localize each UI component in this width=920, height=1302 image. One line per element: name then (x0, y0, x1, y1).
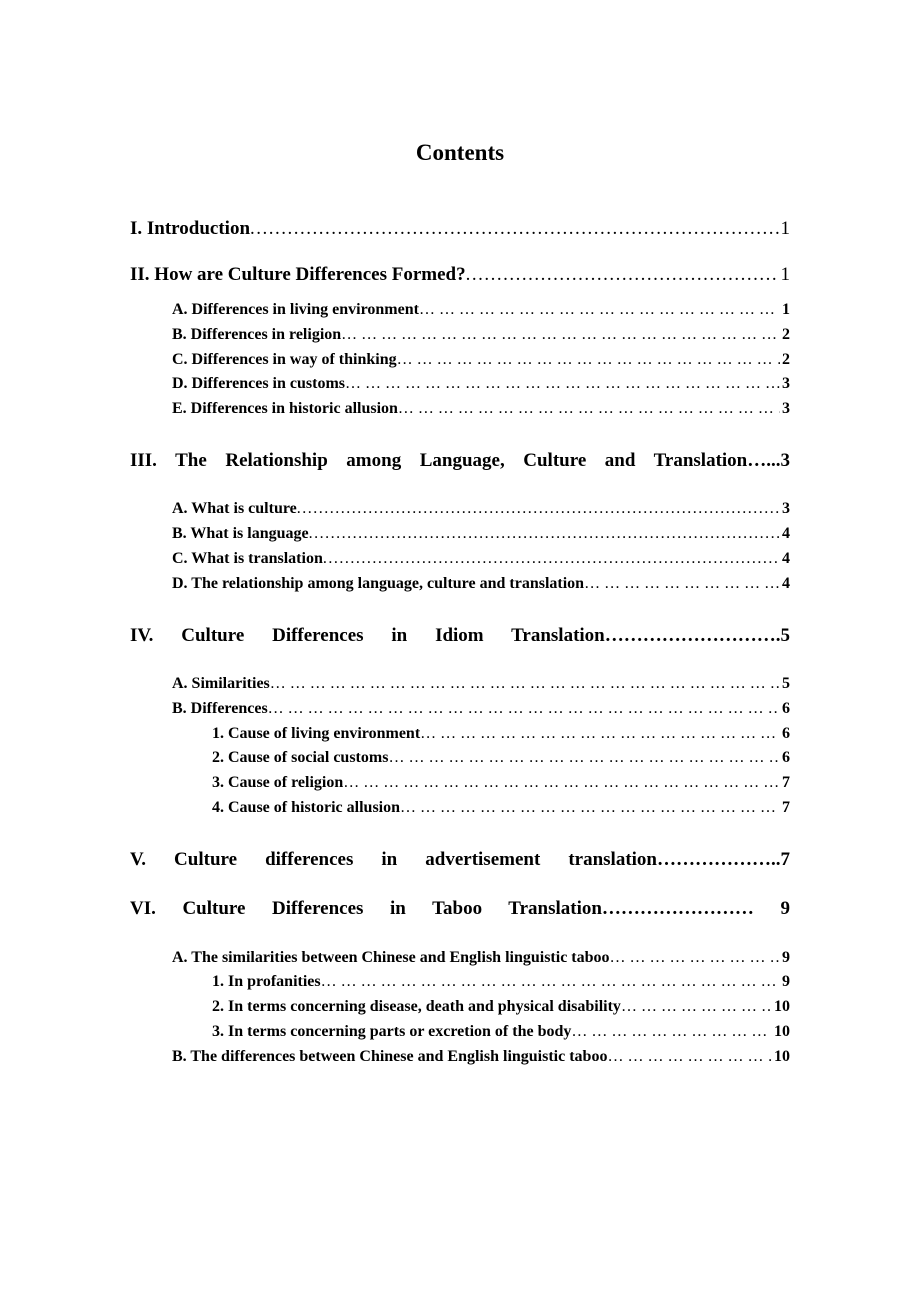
leader-dots (400, 796, 780, 821)
page-number: 2 (780, 323, 790, 348)
toc-sub2-profanities: 1. In profanities 9 (212, 970, 790, 995)
toc-entry-taboo-translation: VI. Culture Differences in Taboo Transla… (130, 884, 790, 933)
toc-label: E. Differences in historic allusion (172, 397, 398, 422)
leader-dots (607, 1045, 772, 1070)
toc-label: I. Introduction (130, 218, 250, 240)
page-number: 3 (780, 397, 790, 422)
toc-label: 2. Cause of social customs (212, 746, 388, 771)
page-number: 6 (780, 697, 790, 722)
page-number: 2 (780, 348, 790, 373)
leader-dots (621, 995, 772, 1020)
leader-dots (388, 746, 780, 771)
leader-dots (341, 323, 780, 348)
leader-dots (397, 348, 780, 373)
toc-label: A. The similarities between Chinese and … (172, 946, 610, 971)
toc-label: A. Similarities (172, 672, 270, 697)
page-title: Contents (130, 140, 790, 166)
toc-entry-introduction: I. Introduction 1 (130, 218, 790, 240)
toc-sub-customs: D. Differences in customs 3 (172, 372, 790, 397)
toc-sub-taboo-differences: B. The differences between Chinese and E… (172, 1045, 790, 1070)
leader-dots (571, 1020, 772, 1045)
toc-sub-what-is-culture: A. What is culture 3 (172, 497, 790, 522)
page-number: 10 (772, 1045, 790, 1070)
page-number: 7 (780, 796, 790, 821)
toc-sub-what-is-translation: C. What is translation 4 (172, 547, 790, 572)
toc-label: 2. In terms concerning disease, death an… (212, 995, 621, 1020)
leader-dots (610, 946, 780, 971)
toc-sub-what-is-language: B. What is language 4 (172, 522, 790, 547)
toc-label: D. Differences in customs (172, 372, 345, 397)
toc-sub-way-of-thinking: C. Differences in way of thinking 2 (172, 348, 790, 373)
page-number: 10 (772, 1020, 790, 1045)
toc-label: 1. Cause of living environment (212, 722, 420, 747)
toc-sub2-cause-religion: 3. Cause of religion 7 (212, 771, 790, 796)
toc-label: II. How are Culture Differences Formed? (130, 264, 466, 286)
leader-dots (268, 697, 780, 722)
toc-label: B. Differences in religion (172, 323, 341, 348)
page-number: 7 (780, 771, 790, 796)
toc-sub-differences: B. Differences 6 (172, 697, 790, 722)
page-number: 4 (780, 522, 790, 547)
toc-entry-idiom-translation: IV. Culture Differences in Idiom Transla… (130, 611, 790, 660)
toc-sub2-cause-social-customs: 2. Cause of social customs 6 (212, 746, 790, 771)
toc-entry-advertisement-translation: V. Culture differences in advertisement … (130, 835, 790, 884)
leader-dots (345, 372, 780, 397)
toc-sub-historic-allusion: E. Differences in historic allusion 3 (172, 397, 790, 422)
toc-sub-similarities: A. Similarities 5 (172, 672, 790, 697)
toc-sub-religion: B. Differences in religion 2 (172, 323, 790, 348)
toc-label: 3. In terms concerning parts or excretio… (212, 1020, 571, 1045)
page-number: 9 (780, 970, 790, 995)
leader-dots (270, 672, 780, 697)
toc-label: B. What is language (172, 522, 309, 547)
page-number: 10 (772, 995, 790, 1020)
toc-label: 4. Cause of historic allusion (212, 796, 400, 821)
toc-entry-relationship: III. The Relationship among Language, Cu… (130, 436, 790, 485)
page-number: 1 (780, 298, 790, 323)
page-number: 4 (780, 572, 790, 597)
page-number: 6 (780, 746, 790, 771)
leader-dots (250, 218, 778, 240)
page-number: 4 (780, 547, 790, 572)
leader-dots (466, 264, 779, 286)
toc-sub2-body-parts: 3. In terms concerning parts or excretio… (212, 1020, 790, 1045)
toc-sub-relationship: D. The relationship among language, cult… (172, 572, 790, 597)
toc-sub-taboo-similarities: A. The similarities between Chinese and … (172, 946, 790, 971)
leader-dots (323, 547, 780, 572)
toc-sub2-cause-historic-allusion: 4. Cause of historic allusion 7 (212, 796, 790, 821)
toc-sub-living-environment: A. Differences in living environment 1 (172, 298, 790, 323)
toc-sub2-disease-death: 2. In terms concerning disease, death an… (212, 995, 790, 1020)
leader-dots (309, 522, 780, 547)
page-number: 3 (780, 372, 790, 397)
toc-label: 3. Cause of religion (212, 771, 343, 796)
toc-label: C. What is translation (172, 547, 323, 572)
leader-dots (420, 722, 780, 747)
page-number: 5 (780, 672, 790, 697)
leader-dots (584, 572, 780, 597)
leader-dots (398, 397, 780, 422)
toc-label: 1. In profanities (212, 970, 321, 995)
toc-entry-culture-differences-formed: II. How are Culture Differences Formed? … (130, 264, 790, 286)
page-number: 3 (780, 497, 790, 522)
toc-label: C. Differences in way of thinking (172, 348, 397, 373)
page-number: 9 (780, 946, 790, 971)
leader-dots (419, 298, 780, 323)
toc-label: D. The relationship among language, cult… (172, 572, 584, 597)
toc-label: B. Differences (172, 697, 268, 722)
leader-dots (343, 771, 780, 796)
toc-sub2-cause-living-environment: 1. Cause of living environment 6 (212, 722, 790, 747)
page-number: 6 (780, 722, 790, 747)
leader-dots (297, 497, 780, 522)
toc-label: B. The differences between Chinese and E… (172, 1045, 607, 1070)
page-number: 1 (779, 218, 791, 240)
page-number: 1 (779, 264, 791, 286)
toc-label: A. What is culture (172, 497, 297, 522)
toc-label: A. Differences in living environment (172, 298, 419, 323)
leader-dots (321, 970, 780, 995)
